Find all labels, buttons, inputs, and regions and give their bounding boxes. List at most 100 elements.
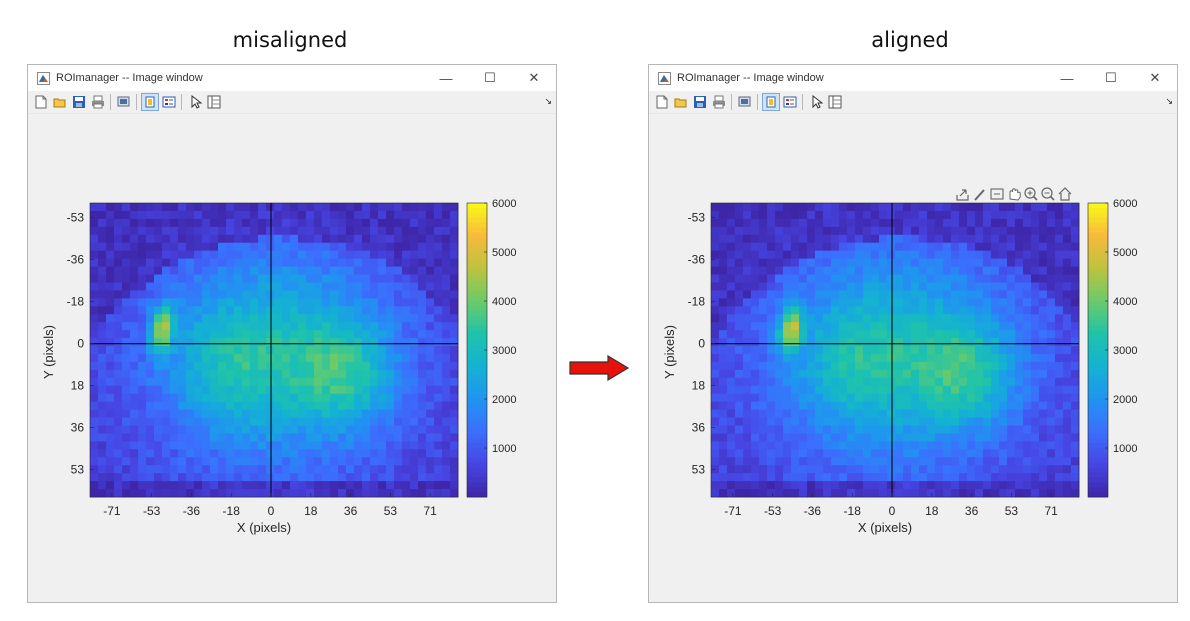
heatmap-cell [759,266,768,275]
heatmap-cell [130,234,139,244]
heatmap-cell [887,353,896,363]
heatmap-cell [218,401,227,410]
heatmap-cell [863,282,872,291]
heatmap-cell [1071,361,1080,371]
open-file-icon[interactable] [51,93,69,111]
heatmap-cell [362,266,371,275]
heatmap-cell [450,330,459,339]
property-inspector-icon[interactable] [826,93,844,111]
heatmap-cell [871,266,880,275]
close-button[interactable]: ✕ [528,70,540,85]
heatmap-cell [1055,338,1064,347]
heatmap-cell [887,481,896,490]
heatmap-cell [991,489,1000,498]
home-icon[interactable] [1058,187,1072,201]
heatmap-cell [719,433,728,442]
heatmap-cell [418,306,427,315]
heatmap-cell [887,242,896,252]
print-preview-icon[interactable] [736,93,754,111]
heatmap-cell [719,266,728,275]
heatmap-cell [282,314,291,323]
heatmap-cell [410,401,419,410]
colorbar-toggle-icon[interactable] [141,93,159,111]
open-file-icon[interactable] [672,93,690,111]
heatmap-cell [354,417,363,426]
maximize-button[interactable]: ☐ [1105,70,1117,85]
heatmap-cell [90,274,99,283]
heatmap-cell [306,457,315,466]
heatmap-cell [1047,465,1056,474]
zoom-out-icon[interactable] [1041,187,1055,201]
maximize-button[interactable]: ☐ [484,70,496,85]
heatmap-cell [1071,425,1080,434]
brush-icon[interactable] [974,189,985,201]
heatmap-cell [895,346,904,355]
heatmap-cell [298,306,307,315]
heatmap-cell [274,401,283,410]
heatmap-cell [831,210,840,220]
new-figure-icon[interactable] [653,93,671,111]
heatmap-cell [258,322,267,331]
heatmap-cell [1071,322,1080,331]
heatmap-cell [1071,290,1080,299]
pointer-icon[interactable] [186,93,204,111]
save-icon[interactable] [70,93,88,111]
heatmap-cell [815,409,824,418]
colorbar-segment [467,467,487,473]
colorbar-segment [467,203,487,209]
heatmap-cell [194,441,203,450]
print-icon[interactable] [89,93,107,111]
heatmap-cell [162,210,171,220]
save-icon[interactable] [691,93,709,111]
pan-icon[interactable] [1009,188,1021,201]
heatmap-cell [935,465,944,474]
property-inspector-icon[interactable] [205,93,223,111]
legend-toggle-icon[interactable] [160,93,178,111]
heatmap-cell [146,258,155,267]
heatmap-cell [879,441,888,450]
minimize-button[interactable]: — [439,70,453,86]
heatmap-cell [839,266,848,275]
export-icon[interactable] [956,189,969,201]
heatmap-cell [122,465,131,474]
heatmap-cell [394,218,403,228]
heatmap-cell [178,226,187,236]
heatmap-cell [170,322,179,331]
heatmap-cell [887,369,896,379]
heatmap-cell [831,473,840,482]
heatmap-cell [783,361,792,371]
heatmap-cell [434,433,443,442]
heatmap-cell [895,290,904,299]
heatmap-cell [346,282,355,291]
zoom-in-icon[interactable] [1024,187,1038,201]
print-preview-icon[interactable] [115,93,133,111]
close-button[interactable]: ✕ [1149,70,1161,85]
heatmap-cell [314,330,323,339]
colorbar-toggle-icon[interactable] [762,93,780,111]
heatmap-cell [154,369,163,379]
heatmap-cell [759,465,768,474]
new-figure-icon[interactable] [32,93,50,111]
heatmap-cell [226,306,235,315]
dock-arrow-icon[interactable]: ↘ [1165,96,1173,106]
colorbar-segment [467,389,487,395]
print-icon[interactable] [710,93,728,111]
heatmap-cell [354,353,363,363]
heatmap-cell [346,274,355,283]
dock-arrow-icon[interactable]: ↘ [544,96,552,106]
heatmap-cell [767,489,776,498]
heatmap-cell [903,218,912,228]
datatip-icon[interactable] [990,188,1004,200]
pointer-icon[interactable] [807,93,825,111]
heatmap-cell [282,290,291,299]
heatmap-cell [378,282,387,291]
minimize-button[interactable]: — [1060,70,1074,86]
heatmap-cell [114,210,123,220]
heatmap-cell [386,314,395,323]
legend-toggle-icon[interactable] [781,93,799,111]
heatmap-cell [90,401,99,410]
